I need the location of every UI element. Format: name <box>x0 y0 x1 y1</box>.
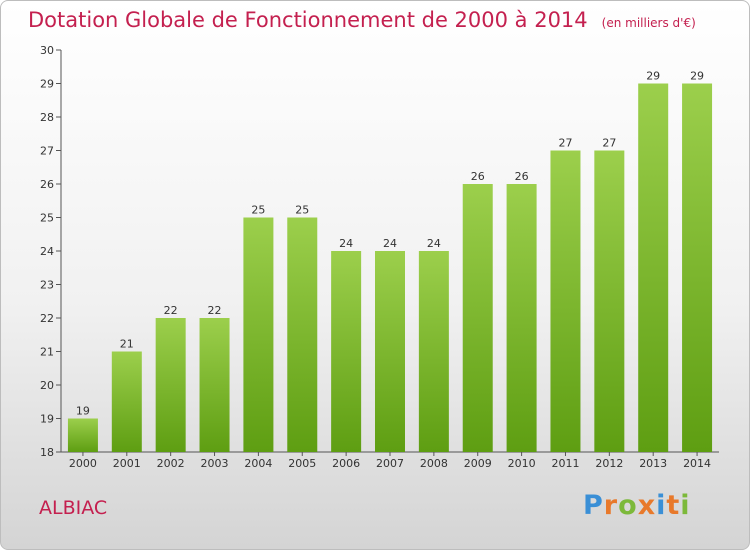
bar-2005 <box>287 217 318 452</box>
chart-unit: (en milliers d'€) <box>601 16 696 30</box>
x-tick-label-2014: 2014 <box>683 457 711 470</box>
data-label-2009: 26 <box>471 170 485 183</box>
chart-title: Dotation Globale de Fonctionnement de 20… <box>28 8 696 32</box>
data-label-2007: 24 <box>383 237 397 250</box>
data-label-2011: 27 <box>558 137 572 150</box>
logo-letter: o <box>618 490 638 521</box>
data-label-2005: 25 <box>295 204 309 217</box>
data-label-2012: 27 <box>602 137 616 150</box>
x-tick-label-2009: 2009 <box>464 457 492 470</box>
data-label-2002: 22 <box>164 304 178 317</box>
y-tick-label: 30 <box>40 44 54 57</box>
data-label-2003: 22 <box>208 304 222 317</box>
bar-2013 <box>638 83 669 452</box>
logo-letter: r <box>603 490 619 521</box>
x-tick-label-2013: 2013 <box>639 457 667 470</box>
data-label-2008: 24 <box>427 237 441 250</box>
y-tick-label: 18 <box>40 446 54 459</box>
y-tick-label: 22 <box>40 312 54 325</box>
bar-2000 <box>67 418 98 452</box>
bar-2003 <box>199 318 230 452</box>
x-tick-label-2004: 2004 <box>244 457 272 470</box>
data-label-2004: 25 <box>251 204 265 217</box>
y-tick-label: 27 <box>40 145 54 158</box>
bar-2007 <box>375 251 405 452</box>
bar-2014 <box>682 83 713 452</box>
proxiti-logo[interactable]: Proxiti <box>583 490 691 521</box>
data-label-2001: 21 <box>120 338 134 351</box>
data-label-2014: 29 <box>690 70 704 83</box>
y-tick-label: 29 <box>40 78 54 91</box>
y-tick-label: 25 <box>40 212 54 225</box>
logo-letter: x <box>637 490 657 521</box>
data-label-2013: 29 <box>646 70 660 83</box>
x-tick-label-2010: 2010 <box>508 457 536 470</box>
x-tick-label-2000: 2000 <box>69 457 97 470</box>
y-tick-label: 21 <box>40 346 54 359</box>
x-tick-label-2001: 2001 <box>113 457 141 470</box>
x-tick-label-2011: 2011 <box>551 457 579 470</box>
axes: 18 19 20 21 22 23 24 25 26 27 28 29 30 2000 2001 2002 20… <box>40 44 719 470</box>
bar-2002 <box>155 318 186 452</box>
y-tick-label: 24 <box>40 245 54 258</box>
y-tick-label: 28 <box>40 111 54 124</box>
y-tick-label: 20 <box>40 379 54 392</box>
bar-2009 <box>462 184 493 452</box>
x-tick-label-2012: 2012 <box>595 457 623 470</box>
commune-name: ALBIAC <box>39 497 108 519</box>
y-tick-label: 19 <box>40 413 54 426</box>
bar-2001 <box>111 351 142 452</box>
x-tick-label-2005: 2005 <box>288 457 316 470</box>
bar-2008 <box>418 251 449 452</box>
logo-letter: i <box>656 490 667 521</box>
bars <box>67 83 713 452</box>
x-tick-label-2002: 2002 <box>157 457 185 470</box>
data-label-2010: 26 <box>515 170 529 183</box>
data-labels: 19 21 22 22 25 25 24 24 24 26 26 27 27 29 29 <box>76 70 704 418</box>
x-tick-label-2006: 2006 <box>332 457 360 470</box>
bar-2011 <box>550 150 581 452</box>
logo-letter: P <box>583 490 604 521</box>
y-tick-label: 26 <box>40 178 54 191</box>
x-tick-label-2007: 2007 <box>376 457 404 470</box>
logo-letter: i <box>680 490 691 521</box>
data-label-2006: 24 <box>339 237 353 250</box>
logo-letter: t <box>666 490 681 521</box>
x-tick-label-2008: 2008 <box>420 457 448 470</box>
bar-2010 <box>506 184 537 452</box>
bar-2012 <box>594 150 625 452</box>
data-label-2000: 19 <box>76 405 90 418</box>
y-tick-label: 23 <box>40 279 54 292</box>
bar-2006 <box>331 251 362 452</box>
chart-title-text: Dotation Globale de Fonctionnement de 20… <box>28 8 588 32</box>
x-tick-label-2003: 2003 <box>201 457 229 470</box>
bar-2004 <box>243 217 274 452</box>
